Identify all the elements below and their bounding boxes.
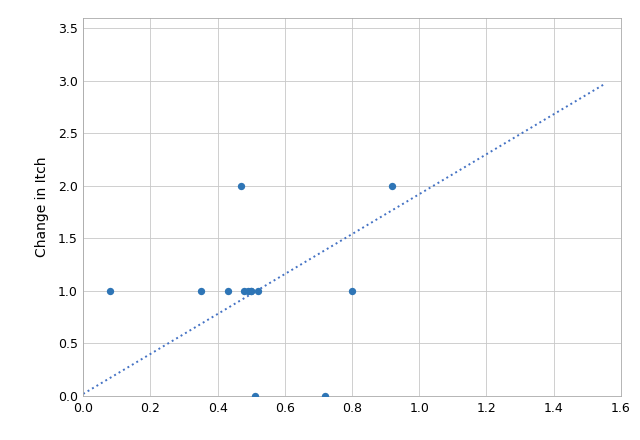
Point: [223, 287, 233, 294]
Point: [239, 287, 250, 294]
Point: [246, 287, 256, 294]
Point: [347, 287, 357, 294]
Point: [196, 287, 206, 294]
Point: [105, 287, 115, 294]
Point: [387, 182, 397, 189]
Point: [320, 392, 330, 400]
Point: [243, 287, 253, 294]
Point: [246, 287, 256, 294]
Point: [253, 287, 263, 294]
Point: [236, 182, 246, 189]
Point: [250, 392, 260, 400]
Y-axis label: Change in Itch: Change in Itch: [35, 157, 49, 257]
